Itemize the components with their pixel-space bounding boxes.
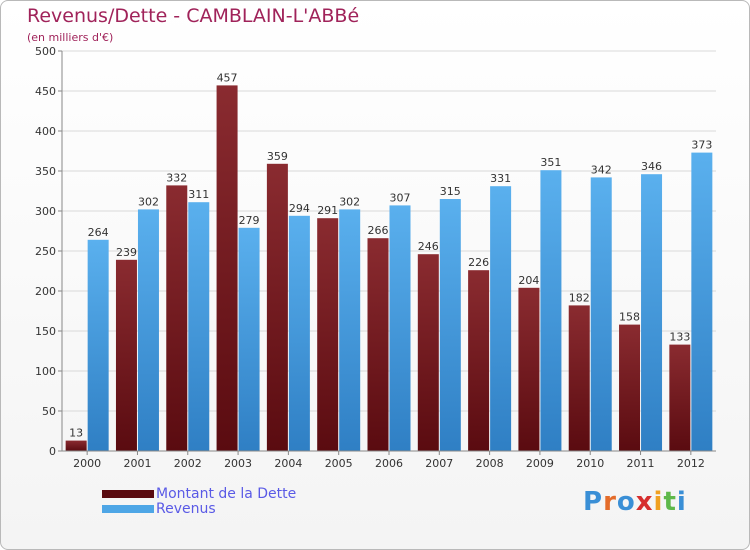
data-label: 359: [267, 150, 288, 163]
data-label: 246: [418, 240, 439, 253]
data-label: 331: [490, 172, 511, 185]
bar-revenus: [188, 202, 210, 451]
bar-revenus: [238, 227, 260, 451]
data-label: 182: [569, 291, 590, 304]
data-label: 307: [390, 191, 411, 204]
data-label: 315: [440, 185, 461, 198]
legend-label-revenus: Revenus: [156, 501, 216, 517]
x-tick-label: 2003: [224, 457, 252, 470]
bar-revenus: [339, 209, 361, 451]
y-tick-label: 50: [42, 405, 56, 418]
x-tick-label: 2012: [677, 457, 705, 470]
bar-dette: [115, 259, 137, 451]
bar-dette: [669, 344, 691, 451]
bar-revenus: [137, 209, 159, 451]
bar-revenus: [490, 186, 512, 451]
x-tick-label: 2001: [123, 457, 151, 470]
bar-dette: [317, 218, 339, 451]
x-axis-ticks: 2000 2001 2002 2003 2004 2005 2006 2007 2008 2009…: [73, 451, 705, 470]
data-label: 133: [669, 331, 690, 344]
proxiti-logo: Proxiti: [583, 487, 687, 517]
x-tick-label: 2002: [174, 457, 202, 470]
data-label: 332: [166, 171, 187, 184]
y-tick-label: 450: [35, 85, 56, 98]
data-label: 311: [188, 188, 209, 201]
y-tick-label: 0: [49, 445, 56, 458]
bar-revenus: [288, 215, 310, 451]
data-label: 351: [540, 156, 561, 169]
bar-revenus: [691, 152, 713, 451]
bars: [65, 85, 713, 452]
bar-dette: [216, 85, 238, 452]
x-tick-label: 2000: [73, 457, 101, 470]
bar-revenus: [641, 174, 663, 451]
chart-subtitle: (en milliers d'€): [27, 31, 114, 44]
bar-dette: [367, 238, 389, 451]
data-label: 158: [619, 311, 640, 324]
bar-dette: [468, 270, 490, 451]
x-tick-label: 2004: [274, 457, 302, 470]
x-tick-label: 2011: [627, 457, 655, 470]
data-label: 294: [289, 202, 310, 215]
y-tick-label: 200: [35, 285, 56, 298]
bar-revenus: [540, 170, 562, 451]
x-tick-label: 2005: [325, 457, 353, 470]
bar-dette: [518, 287, 540, 451]
y-axis-ticks: 0 50 100 150 200 250 300 350 400 450 500: [35, 45, 62, 458]
bar-dette: [568, 305, 590, 451]
legend-swatch-revenus: [102, 505, 154, 513]
data-label: 457: [217, 71, 238, 84]
bar-revenus: [389, 205, 411, 451]
bar-revenus: [590, 177, 612, 451]
data-label: 302: [339, 195, 360, 208]
x-tick-label: 2006: [375, 457, 403, 470]
bar-dette: [266, 163, 288, 452]
y-tick-label: 100: [35, 365, 56, 378]
data-label: 13: [69, 427, 83, 440]
bar-dette: [166, 185, 188, 451]
y-tick-label: 150: [35, 325, 56, 338]
data-label: 342: [591, 163, 612, 176]
gridlines: [62, 50, 716, 412]
bar-dette: [417, 254, 439, 451]
data-label: 239: [116, 246, 137, 259]
y-tick-label: 350: [35, 165, 56, 178]
bar-revenus: [439, 199, 461, 451]
bar-revenus: [87, 239, 109, 451]
data-label: 346: [641, 160, 662, 173]
y-tick-label: 300: [35, 205, 56, 218]
bar-dette: [619, 324, 641, 451]
data-label: 302: [138, 195, 159, 208]
x-tick-label: 2010: [576, 457, 604, 470]
legend-label-dette: Montant de la Dette: [156, 486, 297, 502]
data-label: 226: [468, 256, 489, 269]
legend-swatch-dette: [102, 490, 154, 498]
y-tick-label: 500: [35, 45, 56, 58]
bar-dette: [65, 440, 87, 451]
y-tick-label: 400: [35, 125, 56, 138]
x-tick-label: 2008: [476, 457, 504, 470]
chart-title: Revenus/Dette - CAMBLAIN-L'ABBé: [27, 5, 360, 27]
data-label: 373: [691, 139, 712, 152]
data-label: 266: [368, 224, 389, 237]
y-tick-label: 250: [35, 245, 56, 258]
data-label: 204: [518, 274, 539, 287]
x-tick-label: 2007: [425, 457, 453, 470]
data-label: 264: [88, 226, 109, 239]
data-label: 291: [317, 204, 338, 217]
x-tick-label: 2009: [526, 457, 554, 470]
data-label: 279: [239, 214, 260, 227]
